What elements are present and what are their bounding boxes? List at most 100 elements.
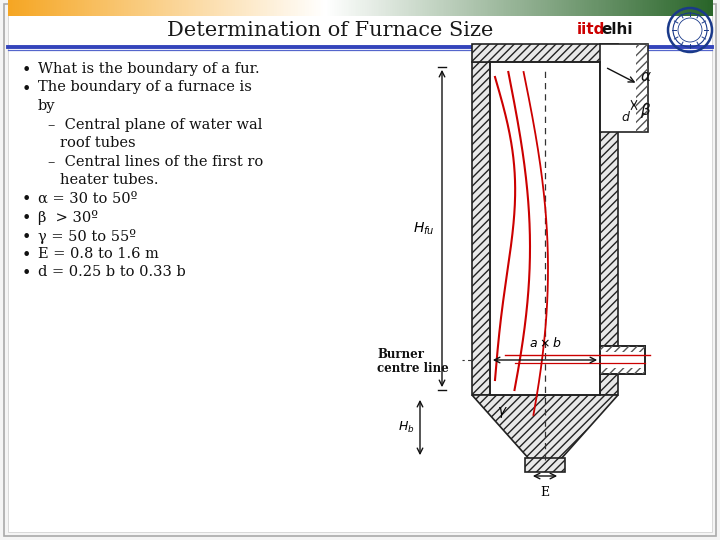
Bar	[628, 0, 630, 16]
Bar	[264, 0, 266, 16]
Bar	[321, 0, 324, 16]
Bar	[327, 0, 329, 16]
Bar	[210, 0, 213, 16]
Text: $H_{fu}$: $H_{fu}$	[413, 220, 435, 237]
Bar	[186, 0, 189, 16]
Bar	[286, 0, 289, 16]
Bar	[228, 0, 230, 16]
Bar	[266, 0, 269, 16]
Bar	[346, 0, 348, 16]
Bar	[660, 0, 662, 16]
Bar	[179, 0, 181, 16]
Bar	[66, 0, 69, 16]
Bar	[19, 0, 22, 16]
Text: $\alpha$: $\alpha$	[640, 70, 652, 84]
Bar	[184, 0, 186, 16]
Text: •: •	[22, 192, 32, 208]
Bar	[298, 0, 301, 16]
Text: β  > 30º: β > 30º	[38, 210, 98, 225]
Bar	[494, 0, 497, 16]
Bar	[361, 0, 364, 16]
Bar	[450, 0, 452, 16]
Bar	[60, 0, 63, 16]
Text: •: •	[22, 62, 32, 79]
Bar	[492, 0, 495, 16]
Bar	[355, 0, 358, 16]
Polygon shape	[472, 395, 618, 460]
Bar	[194, 0, 197, 16]
Bar	[443, 0, 446, 16]
Bar	[222, 0, 225, 16]
Bar	[434, 0, 436, 16]
Bar	[571, 0, 574, 16]
Bar	[318, 0, 320, 16]
Text: centre line: centre line	[377, 361, 449, 375]
Bar	[107, 0, 109, 16]
Bar	[487, 0, 490, 16]
Bar	[399, 0, 402, 16]
Bar	[22, 0, 24, 16]
Bar	[501, 0, 503, 16]
Bar	[583, 0, 586, 16]
Bar	[682, 0, 685, 16]
Bar	[472, 0, 475, 16]
Bar	[546, 0, 549, 16]
Bar	[171, 0, 174, 16]
Bar	[258, 0, 261, 16]
Bar	[688, 0, 690, 16]
Bar	[427, 0, 430, 16]
Bar	[666, 0, 669, 16]
Bar	[59, 0, 62, 16]
Bar	[54, 0, 56, 16]
Bar	[503, 0, 505, 16]
Bar	[214, 0, 217, 16]
Bar	[356, 0, 359, 16]
Bar	[269, 0, 271, 16]
Bar	[237, 0, 240, 16]
Bar	[685, 0, 688, 16]
Bar	[119, 0, 122, 16]
Bar	[578, 0, 581, 16]
Bar	[251, 0, 253, 16]
Bar	[150, 0, 153, 16]
Bar	[615, 0, 618, 16]
Text: $H_b$: $H_b$	[397, 420, 414, 435]
Bar	[174, 0, 176, 16]
Bar	[216, 0, 218, 16]
Bar	[529, 0, 531, 16]
Bar	[353, 0, 356, 16]
Bar	[415, 0, 418, 16]
Text: •: •	[22, 228, 32, 246]
Bar	[191, 0, 194, 16]
Bar	[678, 0, 681, 16]
Bar	[359, 0, 361, 16]
Bar	[661, 0, 664, 16]
Bar	[76, 0, 79, 16]
Bar	[122, 0, 125, 16]
Bar	[485, 0, 487, 16]
Bar	[629, 0, 632, 16]
Bar	[115, 0, 118, 16]
Bar	[408, 0, 410, 16]
Bar	[593, 0, 595, 16]
Bar	[226, 0, 229, 16]
Bar	[272, 0, 275, 16]
Bar	[559, 0, 562, 16]
Bar	[431, 0, 433, 16]
Text: –  Central lines of the first ro: – Central lines of the first ro	[48, 154, 264, 168]
Bar	[498, 0, 500, 16]
Bar	[566, 0, 569, 16]
Bar	[707, 0, 709, 16]
Bar	[617, 0, 620, 16]
Bar	[265, 0, 268, 16]
Bar	[618, 0, 621, 16]
Bar	[302, 0, 305, 16]
Bar	[339, 0, 341, 16]
Text: heater tubes.: heater tubes.	[60, 173, 158, 187]
Bar	[515, 0, 518, 16]
Bar	[446, 0, 449, 16]
Text: γ = 50 to 55º: γ = 50 to 55º	[38, 228, 136, 244]
Bar	[225, 0, 228, 16]
Bar	[402, 0, 405, 16]
Bar	[177, 0, 180, 16]
